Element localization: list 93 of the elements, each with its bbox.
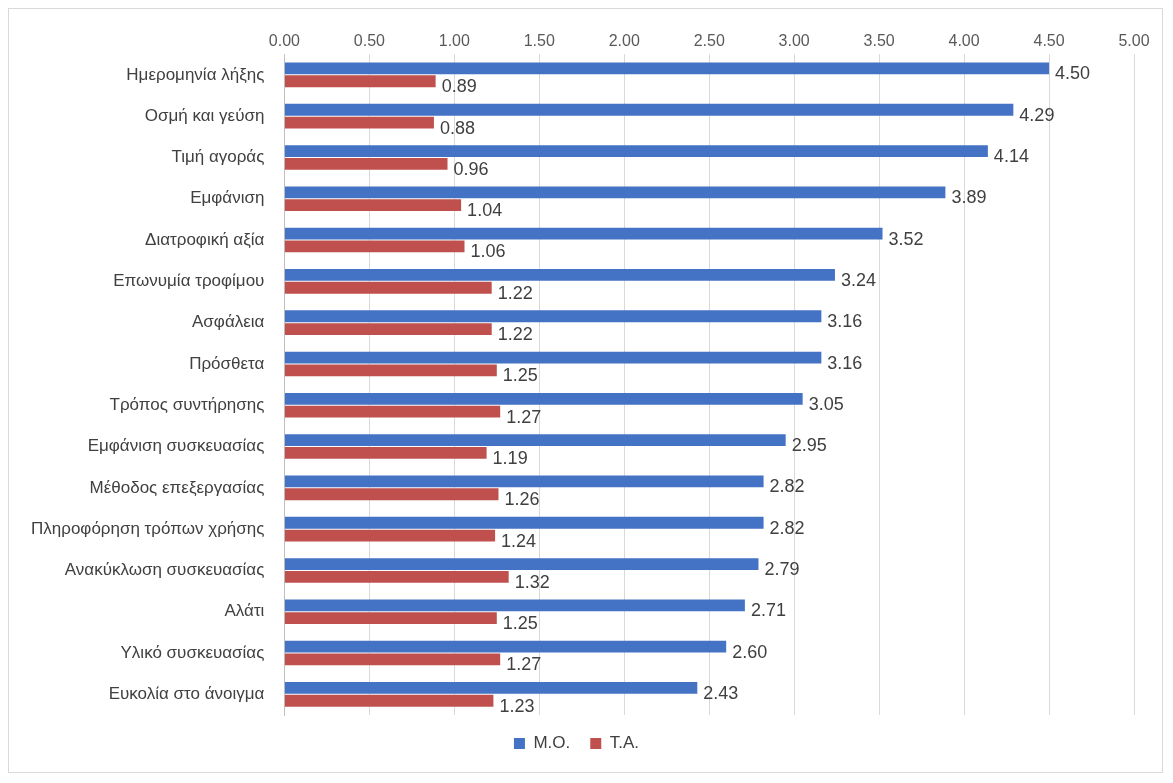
bar (284, 116, 434, 129)
data-label: 2.43 (703, 682, 739, 703)
bar (284, 351, 822, 364)
y-tick-label: Υλικό συσκευασίας (120, 642, 265, 662)
data-label: 0.89 (441, 76, 477, 97)
bar (284, 157, 448, 170)
y-tick-label: Πληροφόρηση τρόπων χρήσης (31, 518, 265, 538)
bar (284, 199, 462, 212)
bar (284, 516, 764, 529)
data-label: 1.32 (514, 571, 550, 592)
data-label: 2.82 (769, 517, 805, 538)
y-tick-label: Μέθοδος επεξεργασίας (89, 477, 265, 497)
bar (284, 145, 988, 157)
y-tick-label: Διατροφική αξία (145, 229, 265, 249)
data-label: 3.24 (840, 269, 876, 290)
y-tick-label: Ανακύκλωση συσκευασίας (64, 560, 265, 580)
data-label: 1.06 (470, 241, 506, 262)
y-tick-label: Εμφάνιση (190, 188, 265, 208)
y-tick-label: Εμφάνιση συσκευασίας (87, 436, 265, 456)
bar (284, 694, 494, 707)
bar (284, 103, 1014, 116)
bar (284, 612, 497, 625)
data-label: 1.23 (499, 695, 535, 716)
data-label: 1.04 (467, 200, 503, 221)
x-tick-label: 2.50 (693, 32, 725, 50)
data-label: 1.27 (506, 654, 542, 675)
data-label: 1.22 (497, 282, 533, 303)
bar (284, 570, 509, 583)
data-label: 4.50 (1055, 63, 1091, 84)
bar (284, 392, 803, 405)
x-tick-label: 1.00 (438, 32, 470, 50)
bar (284, 186, 946, 199)
data-label: 1.26 (504, 489, 540, 510)
bar (284, 323, 492, 335)
x-tick-label: 0.00 (268, 32, 301, 50)
data-label: 1.25 (502, 365, 538, 386)
data-label: 2.82 (769, 476, 805, 497)
x-tick-label: 4.50 (1033, 32, 1065, 50)
bar (284, 529, 496, 542)
data-label: 1.25 (502, 613, 538, 634)
bar (284, 364, 497, 377)
bar (284, 62, 1050, 75)
bar (284, 488, 499, 501)
bar (284, 405, 501, 418)
x-tick-label: 3.00 (778, 32, 810, 50)
x-tick-label: 1.50 (523, 32, 555, 50)
x-tick-label: 2.00 (608, 32, 640, 50)
y-tick-label: Ευκολία στο άνοιγμα (108, 684, 265, 704)
data-label: 4.14 (993, 146, 1029, 167)
data-label: 3.16 (827, 352, 863, 373)
data-label: 1.19 (492, 447, 528, 468)
y-tick-label: Τιμή αγοράς (171, 147, 265, 167)
data-label: 4.29 (1019, 104, 1055, 125)
data-label: 2.60 (732, 641, 768, 662)
data-label: 1.27 (506, 406, 542, 427)
x-tick-label: 3.50 (863, 32, 895, 50)
data-label: 1.22 (497, 324, 533, 345)
y-tick-label: Οσμή και γεύση (144, 105, 265, 125)
bar (284, 640, 727, 653)
y-tick-label: Ημερομηνία λήξης (126, 64, 265, 84)
data-label: 2.71 (750, 600, 786, 621)
bar (284, 475, 764, 488)
bar (284, 447, 487, 459)
data-label: 3.52 (888, 228, 924, 249)
x-tick-label: 5.00 (1118, 32, 1150, 50)
data-label: 3.05 (808, 393, 844, 414)
bar (284, 653, 501, 666)
legend-label: Τ.Α. (609, 733, 640, 753)
bar (284, 227, 883, 240)
data-label: 3.16 (827, 311, 863, 332)
y-tick-label: Πρόσθετα (189, 353, 265, 373)
data-label: 3.89 (951, 187, 987, 208)
bar (284, 310, 822, 323)
data-label: 2.79 (764, 559, 800, 580)
legend-label: Μ.Ο. (533, 733, 571, 753)
data-label: 2.95 (791, 435, 827, 456)
data-label: 0.88 (439, 117, 475, 138)
bar (284, 434, 786, 447)
x-tick-label: 0.50 (353, 32, 386, 50)
data-label: 1.24 (501, 530, 537, 551)
bar (284, 240, 465, 253)
bar (284, 682, 698, 694)
bar (284, 558, 759, 570)
y-tick-label: Επωνυμία τροφίμου (113, 271, 265, 291)
bar (284, 281, 492, 294)
bar (284, 599, 745, 612)
data-label: 0.96 (453, 158, 489, 179)
bar (284, 269, 835, 281)
y-tick-label: Αλάτι (224, 601, 265, 621)
y-tick-label: Τρόπος συντήρησης (109, 394, 265, 414)
bar (284, 75, 436, 88)
y-tick-label: Ασφάλεια (192, 312, 265, 332)
x-tick-label: 4.00 (948, 32, 980, 50)
